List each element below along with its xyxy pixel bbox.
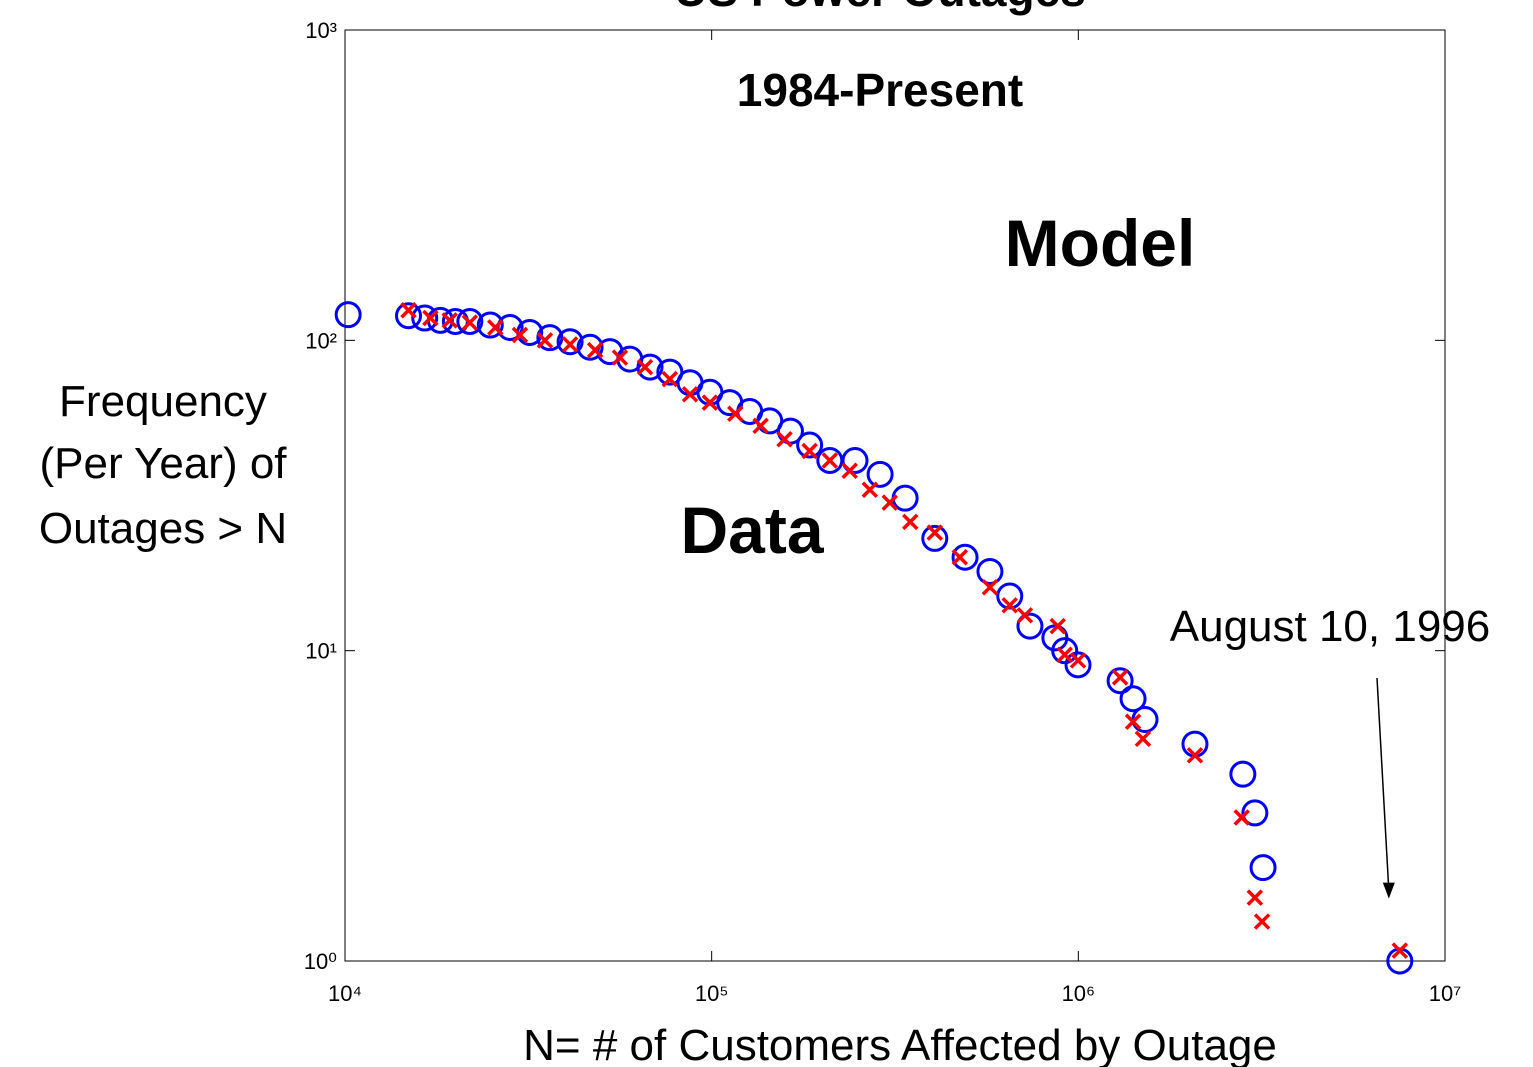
data-point bbox=[891, 484, 919, 512]
data-point bbox=[881, 494, 899, 511]
data-point bbox=[456, 307, 484, 335]
series-label: Data bbox=[680, 493, 824, 567]
chart-title: US Power Outages bbox=[674, 0, 1086, 16]
annotation-arrow bbox=[1376, 677, 1390, 891]
data-point bbox=[1016, 607, 1034, 624]
data-point bbox=[1181, 730, 1209, 758]
data-point bbox=[861, 481, 879, 498]
data-point bbox=[1249, 854, 1277, 882]
data-point bbox=[1253, 913, 1271, 930]
x-tick-label: 10⁴ bbox=[328, 981, 362, 1006]
data-point bbox=[1391, 942, 1409, 959]
data-point bbox=[1233, 809, 1250, 826]
x-tick-label: 10⁵ bbox=[695, 981, 729, 1006]
data-point bbox=[334, 301, 362, 329]
data-point bbox=[796, 431, 824, 459]
data-point bbox=[1241, 799, 1269, 827]
data-point bbox=[902, 513, 919, 531]
y-tick-label: 10² bbox=[305, 328, 337, 353]
data-point bbox=[411, 304, 439, 332]
data-point bbox=[841, 446, 869, 474]
data-point bbox=[1119, 685, 1147, 713]
data-point bbox=[752, 417, 769, 435]
x-tick-label: 10⁶ bbox=[1062, 981, 1096, 1006]
data-point bbox=[1124, 713, 1142, 731]
data-point bbox=[461, 314, 479, 331]
data-point bbox=[1064, 651, 1092, 679]
data-point bbox=[821, 452, 839, 469]
data-point bbox=[395, 302, 423, 330]
data-point bbox=[661, 370, 679, 388]
data-point bbox=[681, 386, 699, 403]
data-point bbox=[841, 462, 858, 479]
y-axis-label: (Per Year) of bbox=[39, 439, 287, 488]
data-point bbox=[487, 319, 504, 336]
y-axis-label: Frequency bbox=[59, 377, 267, 426]
data-point bbox=[1056, 646, 1073, 664]
data-point bbox=[976, 557, 1004, 585]
data-point bbox=[1186, 747, 1204, 764]
data-point bbox=[536, 324, 564, 352]
y-tick-label: 10¹ bbox=[305, 639, 337, 664]
x-axis-label: N= # of Customers Affected by Outage bbox=[523, 1021, 1277, 1067]
data-point bbox=[1049, 617, 1067, 635]
data-point bbox=[1134, 730, 1152, 748]
data-point bbox=[400, 302, 417, 319]
data-point bbox=[1069, 652, 1087, 669]
data-point bbox=[556, 328, 584, 356]
data-point bbox=[576, 333, 604, 361]
data-point bbox=[441, 312, 458, 329]
data-point bbox=[701, 394, 719, 411]
data-point bbox=[611, 349, 629, 366]
annotation: August 10, 1996 bbox=[1170, 602, 1490, 651]
data-point bbox=[801, 442, 818, 460]
data-point bbox=[727, 405, 744, 422]
y-tick-label: 10⁰ bbox=[304, 949, 337, 974]
data-point bbox=[1016, 612, 1044, 640]
x-tick-label: 10⁷ bbox=[1429, 981, 1461, 1006]
y-axis-label: Outages > N bbox=[39, 504, 287, 553]
data-point bbox=[496, 313, 524, 341]
data-point bbox=[1229, 760, 1257, 788]
data-point bbox=[996, 582, 1024, 610]
chart-subtitle: 1984-Present bbox=[737, 64, 1023, 116]
data-point bbox=[866, 460, 894, 488]
annotation-arrowhead bbox=[1382, 882, 1395, 899]
data-point bbox=[476, 311, 504, 339]
y-tick-label: 10³ bbox=[305, 18, 337, 43]
plot-frame bbox=[344, 29, 1446, 962]
data-point bbox=[951, 549, 969, 566]
data-point bbox=[1111, 669, 1129, 686]
data-point bbox=[776, 431, 793, 448]
data-point bbox=[561, 336, 579, 353]
data-point bbox=[586, 341, 604, 359]
data-point bbox=[951, 543, 979, 571]
data-point bbox=[921, 524, 949, 552]
series-label: Model bbox=[1005, 206, 1196, 280]
data-point bbox=[636, 358, 654, 376]
data-point bbox=[511, 326, 529, 344]
data-point bbox=[926, 524, 944, 541]
data-point bbox=[1001, 597, 1018, 614]
data-point bbox=[1246, 889, 1264, 906]
data-point bbox=[536, 332, 554, 349]
data-point bbox=[1106, 667, 1134, 695]
data-point bbox=[981, 579, 999, 596]
data-point bbox=[636, 353, 664, 381]
data-point bbox=[422, 309, 439, 327]
